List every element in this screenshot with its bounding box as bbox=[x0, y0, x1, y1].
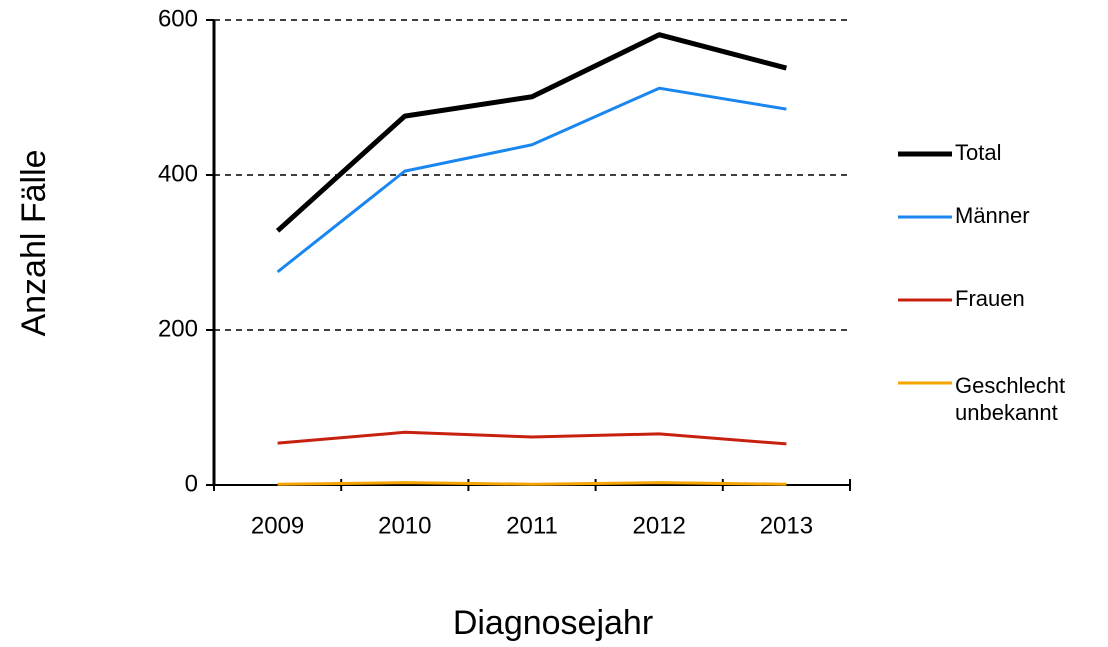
x-tick-label: 2012 bbox=[633, 512, 686, 539]
x-axis-label: Diagnosejahr bbox=[453, 604, 653, 642]
y-tick-label: 400 bbox=[158, 160, 198, 187]
series-line bbox=[277, 481, 787, 486]
x-tick-label: 2013 bbox=[760, 512, 813, 539]
y-tick-label: 600 bbox=[158, 5, 198, 32]
x-tick-label: 2010 bbox=[378, 512, 431, 539]
y-axis-label: Anzahl Fälle bbox=[15, 149, 53, 336]
legend-label: Total bbox=[955, 140, 1001, 165]
series-line bbox=[277, 430, 787, 446]
series-line bbox=[276, 86, 787, 274]
legend-label: Geschlecht unbekannt bbox=[955, 373, 1065, 425]
legend-label: Männer bbox=[955, 203, 1030, 228]
x-tick-label: 2009 bbox=[251, 512, 304, 539]
x-tick-label: 2011 bbox=[506, 512, 558, 539]
y-tick-label: 200 bbox=[158, 315, 198, 342]
series-line bbox=[275, 32, 788, 233]
legend-label: Frauen bbox=[955, 286, 1025, 311]
y-tick-label: 0 bbox=[185, 470, 198, 497]
